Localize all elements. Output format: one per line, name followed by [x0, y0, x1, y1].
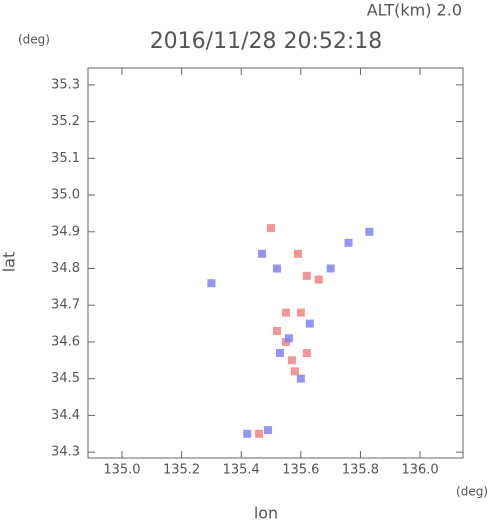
- point: [264, 426, 273, 435]
- point: [255, 429, 264, 438]
- y-tick-label: 34.4: [51, 408, 80, 423]
- point: [296, 374, 305, 383]
- y-tick-label: 35.1: [51, 151, 80, 166]
- point: [275, 348, 284, 357]
- x-tick-label: 135.2: [163, 463, 200, 478]
- y-tick-label: 34.6: [51, 334, 80, 349]
- x-tick-label: 135.0: [103, 463, 140, 478]
- chart-title: 2016/11/28 20:52:18: [150, 29, 383, 54]
- x-tick-label: 136.0: [401, 463, 438, 478]
- point: [302, 271, 311, 280]
- point: [290, 367, 299, 376]
- y-tick-label: 34.7: [51, 298, 80, 313]
- point: [281, 308, 290, 317]
- x-tick-label: 135.4: [223, 463, 260, 478]
- point: [243, 429, 252, 438]
- point: [287, 356, 296, 365]
- altitude-label: ALT(km) 2.0: [367, 1, 462, 20]
- y-tick-label: 35.2: [51, 114, 80, 129]
- point: [272, 326, 281, 335]
- point: [267, 224, 276, 233]
- y-tick-label: 34.3: [51, 445, 80, 460]
- x-tick-label: 135.6: [282, 463, 319, 478]
- point: [272, 264, 281, 273]
- point: [284, 334, 293, 343]
- point: [305, 319, 314, 328]
- y-tick-label: 34.9: [51, 224, 80, 239]
- plot-frame: [87, 67, 464, 459]
- point: [365, 227, 374, 236]
- point: [296, 308, 305, 317]
- point: [314, 275, 323, 284]
- point: [344, 238, 353, 247]
- point: [207, 279, 216, 288]
- y-axis-label: lat: [0, 252, 19, 273]
- y-tick-label: 34.5: [51, 371, 80, 386]
- point: [302, 348, 311, 357]
- y-tick-label: 35.3: [51, 77, 80, 92]
- y-tick-label: 34.8: [51, 261, 80, 276]
- x-tick-label: 135.8: [342, 463, 379, 478]
- y-unit: (deg): [18, 33, 50, 47]
- x-unit: (deg): [456, 485, 488, 499]
- point: [326, 264, 335, 273]
- point: [258, 249, 267, 258]
- point: [293, 249, 302, 258]
- x-axis-label: lon: [254, 504, 278, 521]
- y-tick-label: 35.0: [51, 188, 80, 203]
